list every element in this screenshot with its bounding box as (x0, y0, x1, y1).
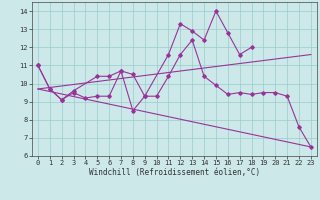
X-axis label: Windchill (Refroidissement éolien,°C): Windchill (Refroidissement éolien,°C) (89, 168, 260, 177)
